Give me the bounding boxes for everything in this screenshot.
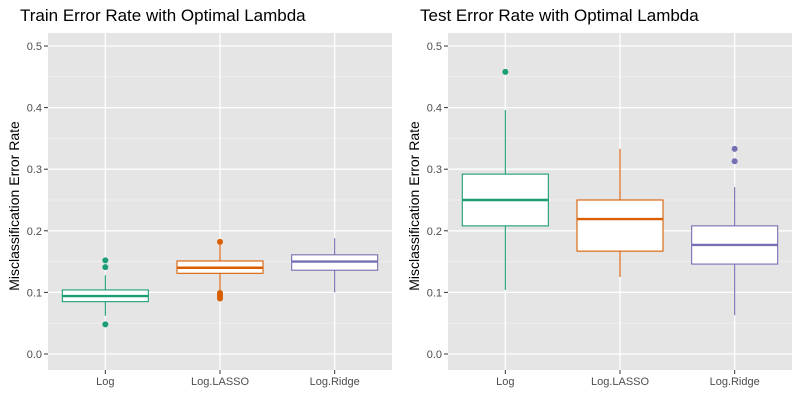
outlier-point bbox=[502, 68, 509, 75]
x-tick-label: Log.LASSO bbox=[591, 376, 650, 388]
y-tick-label: 0.2 bbox=[27, 226, 42, 238]
x-tick-label: Log.Ridge bbox=[710, 376, 760, 388]
x-tick-label: Log.Ridge bbox=[310, 376, 360, 388]
chart-title: Train Error Rate with Optimal Lambda bbox=[20, 6, 306, 25]
y-tick-label: 0.3 bbox=[427, 164, 442, 176]
y-axis-label: Misclassification Error Rate bbox=[6, 121, 22, 291]
y-tick-label: 0.0 bbox=[427, 349, 442, 361]
boxplot-log-ridge bbox=[291, 238, 379, 293]
y-tick-label: 0.0 bbox=[27, 349, 42, 361]
outlier-point bbox=[102, 321, 109, 328]
boxplot-log-lasso bbox=[576, 148, 664, 277]
y-tick-label: 0.4 bbox=[27, 103, 42, 115]
y-tick-label: 0.5 bbox=[27, 41, 42, 53]
box bbox=[576, 199, 664, 252]
y-tick-label: 0.2 bbox=[427, 226, 442, 238]
y-tick-label: 0.1 bbox=[27, 287, 42, 299]
test-error-chart: Test Error Rate with Optimal Lambda Misc… bbox=[406, 6, 792, 388]
train-error-chart: Train Error Rate with Optimal Lambda Mis… bbox=[6, 6, 392, 388]
y-axis-label: Misclassification Error Rate bbox=[406, 121, 422, 291]
outlier-point bbox=[731, 145, 738, 152]
y-tick-label: 0.5 bbox=[427, 41, 442, 53]
outlier-point bbox=[217, 238, 223, 245]
x-tick-label: Log bbox=[96, 376, 114, 388]
boxplot-log-ridge bbox=[691, 145, 779, 316]
y-tick-label: 0.1 bbox=[427, 287, 442, 299]
boxplot-log bbox=[61, 257, 149, 328]
x-tick-label: Log.LASSO bbox=[191, 376, 250, 388]
x-tick-label: Log bbox=[496, 376, 514, 388]
boxplot-log-lasso bbox=[176, 238, 264, 302]
y-tick-label: 0.4 bbox=[427, 103, 442, 115]
outlier-point bbox=[731, 158, 738, 165]
chart-title: Test Error Rate with Optimal Lambda bbox=[420, 6, 699, 25]
y-tick-label: 0.3 bbox=[27, 164, 42, 176]
boxplot-log bbox=[461, 68, 549, 290]
outlier-point bbox=[102, 264, 109, 271]
outlier-point bbox=[102, 257, 109, 264]
outlier-point bbox=[217, 295, 223, 302]
